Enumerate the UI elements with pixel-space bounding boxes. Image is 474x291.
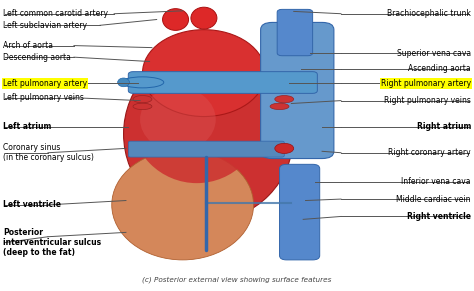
Ellipse shape xyxy=(121,77,164,88)
Text: Left ventricle: Left ventricle xyxy=(3,200,61,209)
Ellipse shape xyxy=(133,103,152,110)
Text: Right ventricle: Right ventricle xyxy=(407,212,471,221)
Text: Left common carotid artery: Left common carotid artery xyxy=(3,9,108,18)
Text: Right pulmonary artery: Right pulmonary artery xyxy=(381,79,471,88)
Ellipse shape xyxy=(131,50,263,183)
Ellipse shape xyxy=(124,47,294,221)
Text: Left pulmonary artery: Left pulmonary artery xyxy=(3,79,87,88)
Text: Coronary sinus
(in the coronary sulcus): Coronary sinus (in the coronary sulcus) xyxy=(3,143,94,162)
Ellipse shape xyxy=(140,88,216,151)
Ellipse shape xyxy=(133,95,152,103)
Text: Ascending aorta: Ascending aorta xyxy=(408,64,471,73)
Text: Left subclavian artery: Left subclavian artery xyxy=(3,21,87,30)
Ellipse shape xyxy=(118,78,129,87)
Ellipse shape xyxy=(112,150,254,260)
Text: Left pulmonary veins: Left pulmonary veins xyxy=(3,93,84,102)
Text: Posterior
interventricular sulcus
(deep to the fat): Posterior interventricular sulcus (deep … xyxy=(3,228,101,258)
Text: Brachiocephalic trunk: Brachiocephalic trunk xyxy=(387,9,471,18)
Text: Inferior vena cava: Inferior vena cava xyxy=(401,177,471,186)
Text: Right atrium: Right atrium xyxy=(417,122,471,131)
Ellipse shape xyxy=(163,9,189,30)
Ellipse shape xyxy=(275,143,294,153)
Text: (c) Posterior external view showing surface features: (c) Posterior external view showing surf… xyxy=(142,276,332,283)
Ellipse shape xyxy=(191,7,217,29)
Ellipse shape xyxy=(143,30,265,116)
Ellipse shape xyxy=(275,95,294,103)
Text: Arch of aorta: Arch of aorta xyxy=(3,41,53,50)
Text: Superior vena cava: Superior vena cava xyxy=(397,49,471,58)
Text: Middle cardiac vein: Middle cardiac vein xyxy=(396,195,471,204)
FancyBboxPatch shape xyxy=(261,22,334,159)
FancyBboxPatch shape xyxy=(128,72,318,93)
Text: Left atrium: Left atrium xyxy=(3,122,52,131)
FancyBboxPatch shape xyxy=(280,164,319,260)
FancyBboxPatch shape xyxy=(128,141,284,157)
Text: Descending aorta: Descending aorta xyxy=(3,53,71,62)
Text: Right pulmonary veins: Right pulmonary veins xyxy=(384,96,471,105)
Text: Right coronary artery: Right coronary artery xyxy=(388,148,471,157)
FancyBboxPatch shape xyxy=(277,9,313,56)
Ellipse shape xyxy=(270,103,289,110)
